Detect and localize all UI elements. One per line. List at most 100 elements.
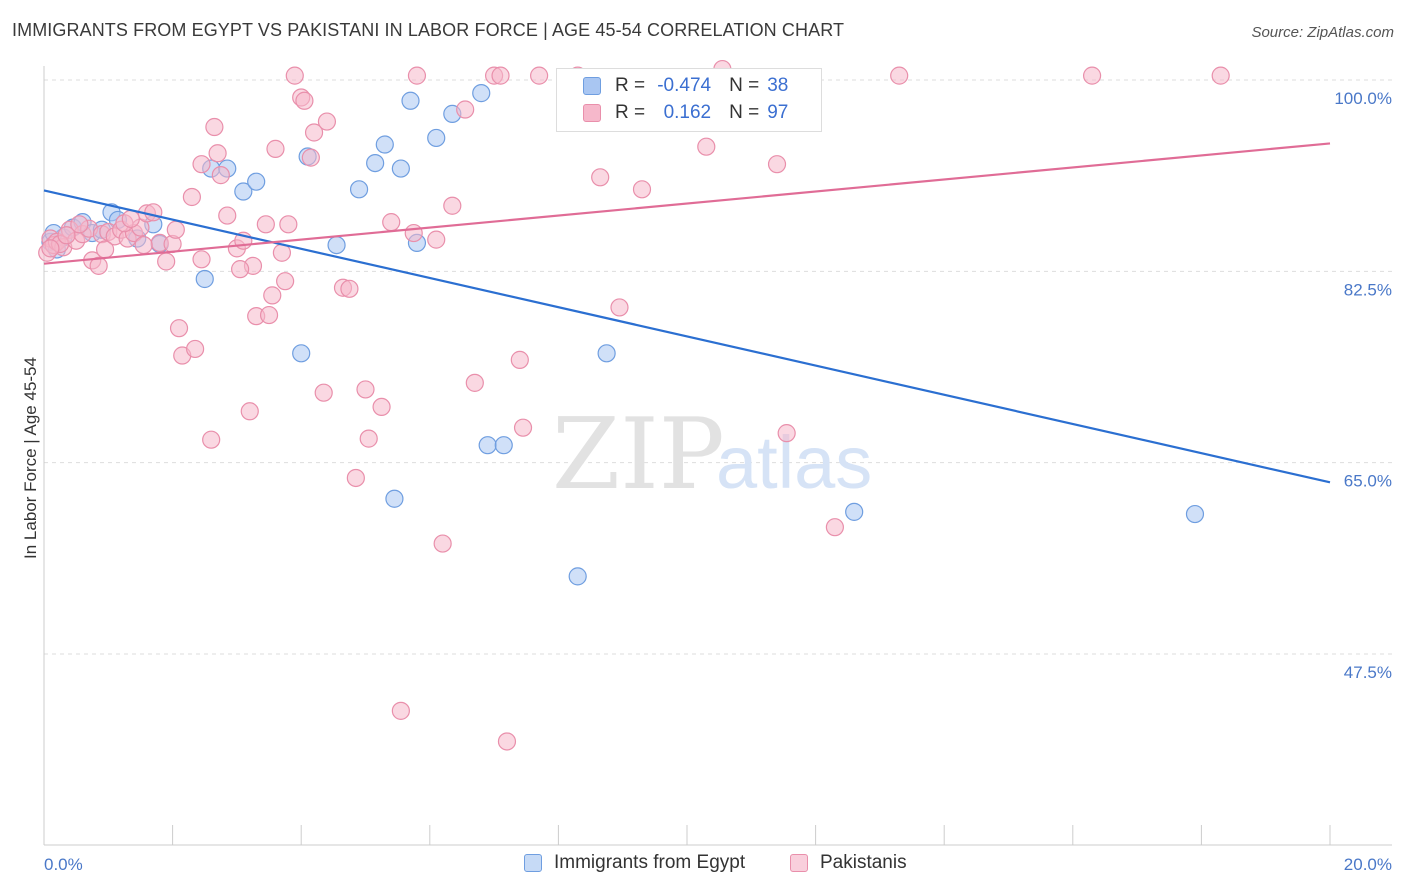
pakistani-point-93	[95, 240, 115, 259]
egypt-legend-swatch	[524, 854, 542, 872]
correlation-legend: R = -0.474 N = 38 R = 0.162 N = 97	[556, 68, 822, 132]
trend-lines	[43, 142, 1331, 484]
legend-row-pakistani: R = 0.162 N = 97	[557, 100, 788, 126]
egypt-point-25	[427, 128, 446, 148]
pakistani-point-74	[591, 168, 610, 187]
pakistani-point-56	[359, 429, 378, 448]
pakistani-point-69	[497, 732, 517, 751]
egypt-r-value: -0.474	[657, 75, 712, 96]
egypt-point-29	[478, 436, 497, 455]
pakistani-point-45	[285, 66, 304, 85]
pakistani-point-48	[301, 148, 320, 167]
pakistani-point-66	[465, 373, 484, 392]
pakistani-point-53	[340, 279, 359, 298]
pakistani-point-83	[890, 66, 909, 85]
egypt-point-22	[375, 135, 394, 154]
grid-lines	[44, 79, 1392, 655]
source-credit: Source: ZipAtlas.com	[1251, 24, 1394, 41]
pakistani-point-71	[513, 418, 533, 437]
egypt-point-14	[234, 182, 253, 201]
egypt-trend-line	[43, 189, 1331, 484]
pakistani-point-61	[407, 66, 427, 85]
pakistani-point-80	[767, 155, 787, 174]
pakistani-point-84	[1082, 66, 1102, 85]
pakistani-point-75	[610, 298, 629, 317]
pakistani-point-63	[433, 534, 452, 553]
pakistani-point-68	[491, 66, 510, 85]
pakistani-point-89	[231, 260, 250, 279]
pakistani-n-label: N =	[729, 102, 760, 123]
pakistani-point-39	[256, 215, 275, 234]
pakistani-point-57	[372, 397, 391, 417]
pakistani-point-81	[777, 424, 796, 443]
egypt-point-15	[195, 269, 214, 289]
pakistani-points	[38, 59, 1230, 751]
pakistani-point-21	[157, 252, 176, 271]
pakistani-point-60	[404, 223, 423, 243]
legend-item-egypt[interactable]: Immigrants from Egypt	[524, 852, 745, 874]
egypt-point-16	[247, 172, 266, 191]
pakistani-point-88	[192, 155, 211, 174]
pakistani-r-value: 0.162	[663, 102, 712, 123]
legend-row-egypt: R = -0.474 N = 38	[557, 73, 788, 99]
pakistani-point-32	[211, 166, 230, 185]
watermark-zip: ZIP	[552, 398, 725, 512]
pakistani-point-92	[70, 215, 89, 234]
pakistani-point-85	[1211, 66, 1230, 85]
y-axis-label: In Labor Force | Age 45-54	[21, 357, 40, 559]
pakistani-point-72	[530, 66, 549, 85]
y-tick-label-3: 47.5%	[1344, 663, 1392, 682]
egypt-point-18	[292, 344, 311, 363]
pakistani-point-51	[317, 112, 337, 131]
pakistani-point-26	[182, 187, 201, 207]
egypt-point-33	[597, 344, 616, 363]
legend-item-pakistani[interactable]: Pakistanis	[790, 852, 907, 874]
pakistani-point-82	[825, 518, 844, 537]
pakistani-r-label: R =	[615, 102, 646, 123]
pakistani-point-30	[205, 117, 224, 137]
pakistani-point-76	[632, 180, 652, 199]
egypt-point-20	[349, 180, 369, 199]
pakistani-point-64	[443, 196, 462, 215]
egypt-point-19	[327, 235, 346, 255]
x-tick-label-0: 0.0%	[44, 855, 83, 874]
chart-title: IMMIGRANTS FROM EGYPT VS PAKISTANI IN LA…	[12, 20, 845, 40]
pakistani-point-58	[382, 213, 401, 232]
pakistani-point-49	[304, 123, 324, 142]
y-tick-label-2: 65.0%	[1344, 472, 1392, 491]
egypt-n-label: N =	[729, 75, 760, 96]
pakistani-point-40	[259, 305, 279, 325]
pakistani-point-50	[314, 383, 333, 402]
series-legend: Immigrants from Egypt Pakistanis	[0, 852, 1406, 878]
pakistani-legend-label: Pakistanis	[820, 852, 907, 873]
pakistani-point-90	[263, 286, 282, 305]
pakistani-point-27	[186, 339, 205, 359]
pakistani-point-19	[144, 203, 163, 222]
pakistani-point-87	[134, 235, 153, 255]
pakistani-legend-swatch	[790, 854, 808, 872]
pakistani-point-47	[295, 91, 314, 110]
egypt-point-36	[1185, 504, 1205, 524]
pakistani-trend-line	[43, 142, 1331, 265]
egypt-legend-label: Immigrants from Egypt	[554, 852, 746, 873]
egypt-point-35	[845, 502, 864, 521]
egypt-point-32	[568, 567, 587, 586]
egypt-point-31	[385, 489, 404, 508]
x-tick-label-1: 20.0%	[1344, 855, 1392, 874]
pakistani-point-59	[391, 701, 410, 720]
pakistani-point-31	[208, 144, 227, 163]
egypt-n-value: 38	[767, 75, 789, 96]
pakistani-point-94	[121, 209, 140, 228]
axes	[43, 66, 1392, 846]
x-tick-labels: 0.0% 20.0%	[44, 855, 1392, 874]
egypt-r-label: R =	[615, 75, 646, 96]
egypt-point-24	[401, 91, 420, 110]
y-tick-label-0: 100.0%	[1334, 89, 1392, 108]
pakistani-point-77	[697, 137, 716, 156]
pakistani-point-33	[218, 206, 237, 225]
pakistani-point-24	[169, 319, 189, 338]
pakistani-point-62	[427, 230, 446, 249]
watermark: ZIP atlas	[552, 398, 872, 512]
egypt-point-21	[366, 153, 385, 173]
